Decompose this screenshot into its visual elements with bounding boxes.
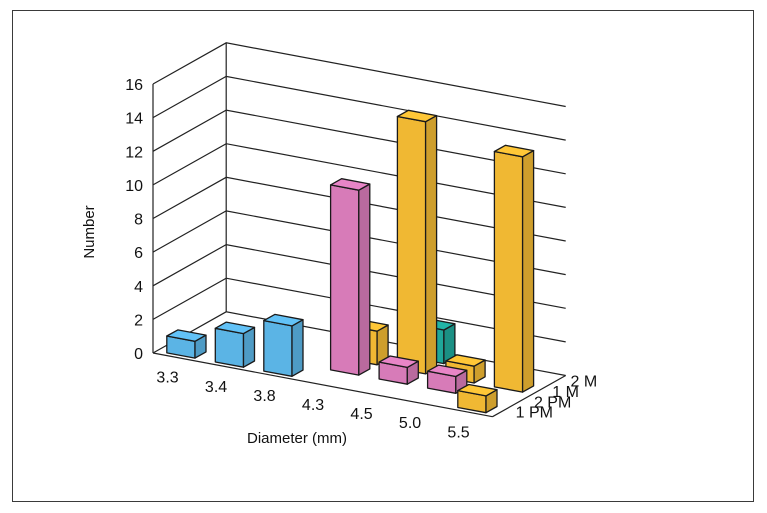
bar-1-m-5.5	[493, 144, 535, 393]
chart-bars	[166, 109, 535, 414]
bar-1-m-5.0-top	[445, 354, 486, 367]
chart-walls	[152, 42, 566, 418]
bar-1-pm-3.8	[263, 313, 304, 377]
gridline-8	[152, 42, 566, 108]
y-tick-label-1: 2	[134, 312, 143, 329]
bar-extra-5.5	[457, 383, 498, 414]
y-tick-label-8: 16	[125, 77, 143, 94]
depth-label-3: 2 M	[571, 374, 598, 391]
bar-1-m-4.5-top	[396, 109, 438, 123]
x-tick-label-0: 3.3	[156, 370, 178, 387]
y-tick-label-0: 0	[134, 346, 143, 363]
bar-1-pm-3.3	[166, 329, 207, 359]
bar-1-pm-3.8-side	[291, 319, 304, 377]
bar-1-pm-3.4-front	[214, 327, 245, 368]
bar-1-pm-3.8-front	[263, 319, 293, 377]
chart-frame: 0 2 4 6 8 10 12 14 16 3.3 3.4 3.8 4.3 4.5 5.0 5.5 1 PM 2 …	[12, 10, 754, 502]
bar-1-m-5.5-side	[521, 149, 535, 393]
x-axis-title: Diameter (mm)	[247, 430, 347, 447]
bar-1-m-4.5	[396, 109, 438, 375]
bar-2-pm-4.5	[378, 355, 419, 385]
bar-2-pm-4.5-top	[378, 355, 419, 369]
bar-1-m-4.5-front	[396, 115, 427, 375]
y-tick-label-5: 10	[125, 178, 143, 195]
y-tick-label-2: 4	[134, 279, 143, 296]
bar-2-pm-5.0	[426, 364, 468, 394]
bar-1-m-5.5-top	[493, 144, 535, 158]
x-tick-label-2: 3.8	[253, 388, 275, 405]
bar-2-pm-4.3-front	[329, 184, 360, 376]
floor-right-edge	[492, 374, 566, 418]
bar-1-m-5.5-front	[493, 150, 524, 393]
x-tick-label-5: 5.0	[399, 415, 421, 432]
bar-2-pm-4.3-top	[329, 178, 371, 191]
y-tick-label-4: 8	[134, 212, 143, 229]
x-tick-label-3: 4.3	[302, 397, 324, 414]
bar-1-pm-3.3-top	[166, 329, 207, 342]
y-tick-label-6: 12	[125, 144, 143, 161]
gridline-7	[152, 75, 566, 141]
bar-extra-5.5-top	[457, 383, 498, 397]
x-tick-label-4: 4.5	[350, 406, 372, 423]
bar-1-m-4.5-side	[424, 114, 438, 375]
depth-label-0: 1 PM	[516, 405, 553, 422]
x-tick-label-1: 3.4	[205, 379, 227, 396]
y-tick-label-7: 14	[125, 111, 143, 128]
bar-2-pm-4.3-side	[358, 183, 371, 376]
bar-1-pm-3.8-top	[263, 313, 304, 327]
bar-1-pm-3.4	[214, 321, 256, 368]
depth-label-2: 1 M	[552, 384, 579, 401]
bar-2-pm-4.3	[329, 178, 371, 376]
floor-front-edge	[152, 352, 493, 418]
bar-1-pm-3.4-top	[214, 321, 256, 335]
depth-label-1: 2 PM	[534, 394, 571, 411]
bar-2-pm-5.0-top	[426, 364, 468, 378]
x-tick-label-6: 5.5	[447, 424, 469, 441]
y-axis-title: Number	[81, 205, 98, 258]
y-tick-label-3: 6	[134, 245, 143, 262]
